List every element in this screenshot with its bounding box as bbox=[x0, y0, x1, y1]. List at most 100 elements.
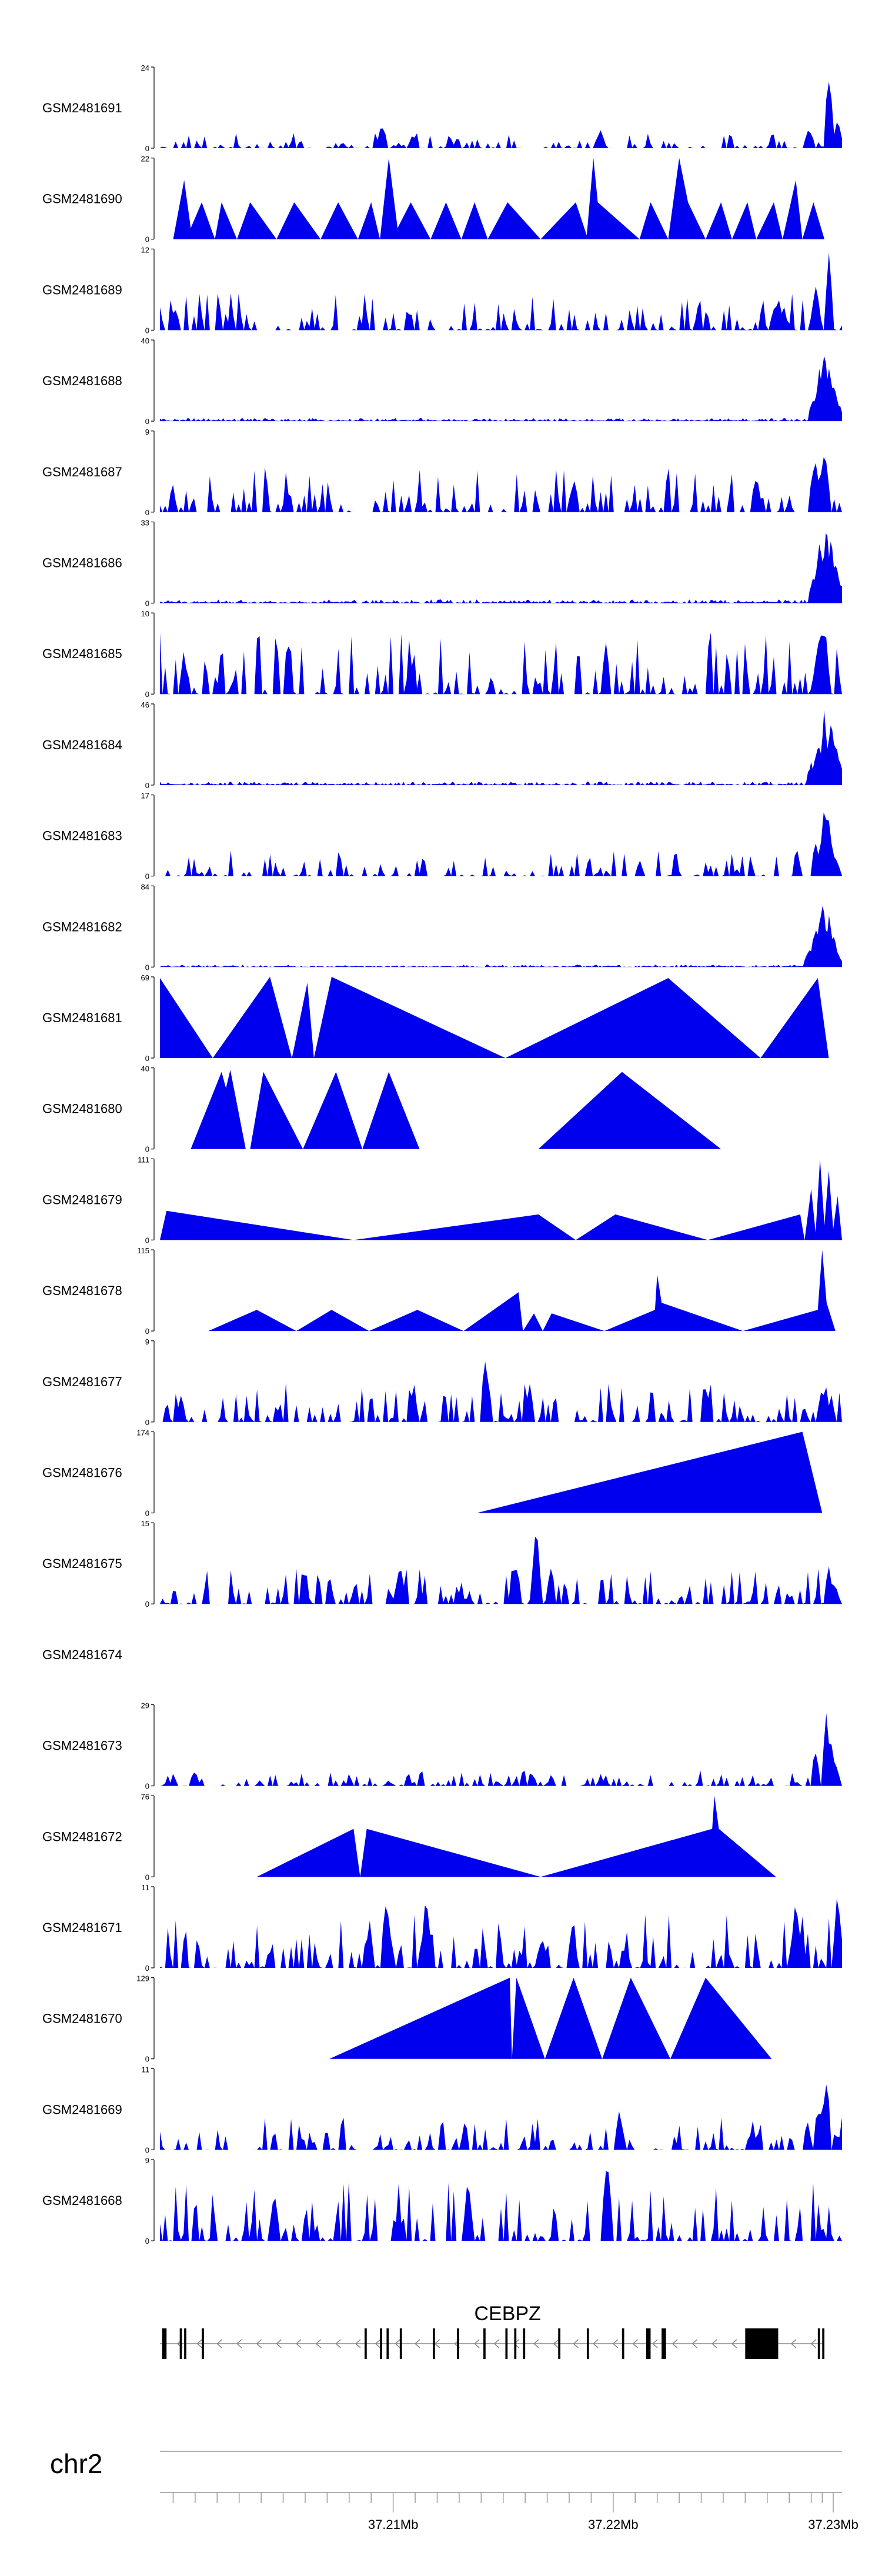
track-label: GSM2481675 bbox=[42, 1556, 122, 1571]
coverage-area bbox=[191, 1070, 721, 1149]
track-GSM2481678: GSM2481678 115 0 bbox=[42, 1246, 836, 1336]
y-zero-label: 0 bbox=[145, 235, 149, 244]
track-GSM2481671: GSM2481671 11 0 bbox=[42, 1883, 842, 1973]
exon-block bbox=[646, 2328, 651, 2359]
track-label: GSM2481683 bbox=[42, 829, 122, 843]
coverage-area bbox=[160, 356, 842, 422]
y-max-label: 76 bbox=[141, 1792, 149, 1801]
exon-block bbox=[745, 2328, 779, 2359]
y-max-label: 10 bbox=[141, 609, 149, 618]
track-GSM2481681: GSM2481681 69 0 bbox=[42, 973, 829, 1063]
genome-axis: chr2 37.21Mb 37.22Mb 37.23Mb bbox=[50, 2448, 858, 2532]
exon-block bbox=[386, 2328, 389, 2359]
y-max-label: 22 bbox=[141, 155, 149, 163]
x-tick-label: 37.23Mb bbox=[808, 2517, 858, 2532]
exon-block bbox=[399, 2328, 402, 2359]
track-GSM2481682: GSM2481682 84 0 bbox=[42, 882, 842, 972]
strand-arrow bbox=[236, 2339, 242, 2348]
y-zero-label: 0 bbox=[145, 144, 149, 153]
track-label: GSM2481677 bbox=[42, 1374, 122, 1389]
exon-block bbox=[514, 2328, 517, 2359]
strand-arrow bbox=[790, 2339, 797, 2348]
y-zero-label: 0 bbox=[145, 781, 149, 790]
exon-block bbox=[622, 2328, 624, 2359]
track-label: GSM2481686 bbox=[42, 556, 122, 570]
y-zero-label: 0 bbox=[145, 1418, 149, 1427]
exon-block bbox=[483, 2328, 486, 2359]
exon-block bbox=[202, 2328, 204, 2359]
exon-block bbox=[184, 2328, 186, 2359]
track-GSM2481674: GSM2481674 bbox=[42, 1647, 122, 1662]
strand-arrow bbox=[573, 2339, 579, 2348]
x-tick-label: 37.22Mb bbox=[588, 2517, 639, 2532]
track-label: GSM2481690 bbox=[42, 192, 122, 206]
track-label: GSM2481679 bbox=[42, 1192, 122, 1207]
strand-arrow bbox=[810, 2339, 817, 2348]
track-GSM2481688: GSM2481688 40 0 bbox=[42, 336, 842, 426]
y-max-label: 40 bbox=[141, 336, 149, 345]
y-max-label: 174 bbox=[136, 1429, 149, 1437]
coverage-area bbox=[160, 457, 842, 512]
track-GSM2481680: GSM2481680 40 0 bbox=[42, 1065, 721, 1154]
y-max-label: 11 bbox=[142, 1883, 150, 1892]
strand-arrow bbox=[375, 2339, 381, 2348]
strand-arrow bbox=[355, 2339, 361, 2348]
y-zero-label: 0 bbox=[145, 1145, 149, 1154]
x-tick-label: 37.21Mb bbox=[368, 2517, 419, 2532]
y-max-label: 129 bbox=[136, 1974, 149, 1983]
track-label: GSM2481676 bbox=[42, 1466, 122, 1480]
exon-block bbox=[586, 2328, 589, 2359]
exon-block bbox=[365, 2328, 367, 2359]
y-zero-label: 0 bbox=[145, 2237, 149, 2245]
track-GSM2481690: GSM2481690 22 0 bbox=[42, 155, 825, 244]
y-max-label: 69 bbox=[141, 973, 149, 982]
y-zero-label: 0 bbox=[145, 963, 149, 972]
y-zero-label: 0 bbox=[145, 599, 149, 608]
strand-arrow bbox=[315, 2339, 322, 2348]
y-max-label: 11 bbox=[142, 2065, 150, 2074]
y-max-label: 33 bbox=[141, 519, 149, 528]
track-label: GSM2481669 bbox=[42, 2102, 122, 2117]
track-GSM2481675: GSM2481675 15 0 bbox=[42, 1519, 842, 1609]
coverage-area bbox=[160, 1536, 842, 1604]
exon-block bbox=[817, 2328, 820, 2359]
y-max-label: 12 bbox=[141, 245, 149, 254]
track-GSM2481669: GSM2481669 11 0 bbox=[42, 2065, 842, 2154]
exon-block bbox=[179, 2328, 182, 2359]
strand-arrow bbox=[493, 2339, 500, 2348]
strand-arrow bbox=[711, 2339, 717, 2348]
y-max-label: 17 bbox=[141, 792, 149, 800]
coverage-area bbox=[160, 2084, 842, 2150]
strand-arrow bbox=[473, 2339, 480, 2348]
track-label: GSM2481689 bbox=[42, 282, 122, 297]
coverage-area bbox=[208, 1250, 836, 1332]
track-GSM2481677: GSM2481677 9 0 bbox=[42, 1337, 842, 1427]
track-label: GSM2481682 bbox=[42, 919, 122, 934]
track-GSM2481668: GSM2481668 9 0 bbox=[42, 2156, 842, 2245]
coverage-area bbox=[160, 812, 842, 876]
y-zero-label: 0 bbox=[145, 2055, 149, 2064]
track-label: GSM2481673 bbox=[42, 1739, 122, 1753]
exon-block bbox=[433, 2328, 435, 2359]
y-zero-label: 0 bbox=[145, 417, 149, 426]
coverage-area bbox=[160, 1898, 842, 1968]
track-GSM2481676: GSM2481676 174 0 bbox=[42, 1429, 823, 1518]
strand-arrow bbox=[533, 2339, 539, 2348]
strand-arrow bbox=[335, 2339, 341, 2348]
coverage-area bbox=[160, 2171, 842, 2241]
track-label: GSM2481684 bbox=[42, 738, 122, 752]
strand-arrow bbox=[632, 2339, 639, 2348]
strand-arrow bbox=[612, 2339, 619, 2348]
y-zero-label: 0 bbox=[145, 508, 149, 517]
track-GSM2481673: GSM2481673 29 0 bbox=[42, 1701, 842, 1791]
track-GSM2481679: GSM2481679 111 0 bbox=[42, 1155, 842, 1244]
exon-block bbox=[822, 2328, 825, 2359]
y-max-label: 115 bbox=[137, 1246, 149, 1255]
track-GSM2481685: GSM2481685 10 0 bbox=[42, 609, 842, 699]
exon-block bbox=[523, 2328, 526, 2359]
y-max-label: 9 bbox=[145, 1337, 149, 1346]
y-max-label: 9 bbox=[145, 428, 149, 436]
strand-arrow bbox=[671, 2339, 678, 2348]
strand-arrow bbox=[652, 2339, 658, 2348]
